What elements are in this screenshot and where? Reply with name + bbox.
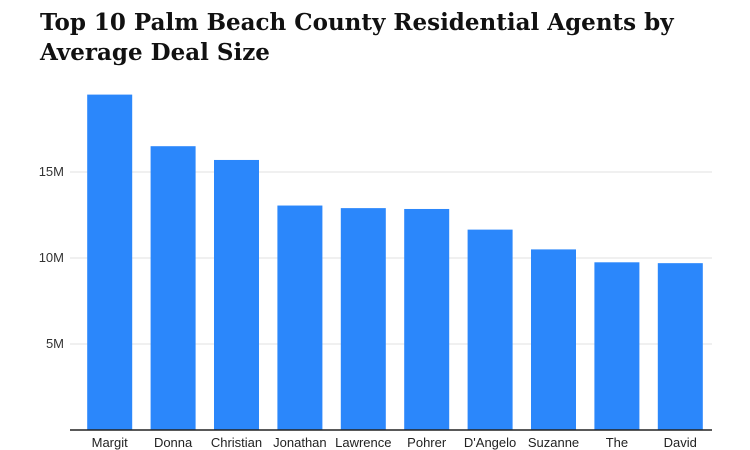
bar <box>277 205 323 430</box>
bar <box>467 229 513 430</box>
bar <box>150 146 196 430</box>
x-category-label: Donna <box>154 435 193 450</box>
bar <box>214 159 259 430</box>
bar <box>87 94 133 430</box>
x-category-label: Christian <box>211 435 262 450</box>
bar <box>657 263 703 430</box>
x-category-label: D'Angelo <box>464 435 516 450</box>
bar <box>594 262 640 430</box>
x-category-label: Jonathan <box>273 435 327 450</box>
y-tick-label: 15M <box>39 164 64 179</box>
x-category-label: Pohrer <box>407 435 447 450</box>
y-tick-label: 5M <box>46 336 64 351</box>
x-category-label: Margit <box>92 435 129 450</box>
x-category-label: The <box>606 435 628 450</box>
y-tick-label: 10M <box>39 250 64 265</box>
x-category-label: David <box>664 435 697 450</box>
bar <box>404 208 450 430</box>
bar <box>531 249 576 430</box>
x-category-label: Lawrence <box>335 435 391 450</box>
chart-title: Top 10 Palm Beach County Residential Age… <box>40 9 674 66</box>
x-category-label: Suzanne <box>528 435 579 450</box>
bar <box>340 208 386 430</box>
